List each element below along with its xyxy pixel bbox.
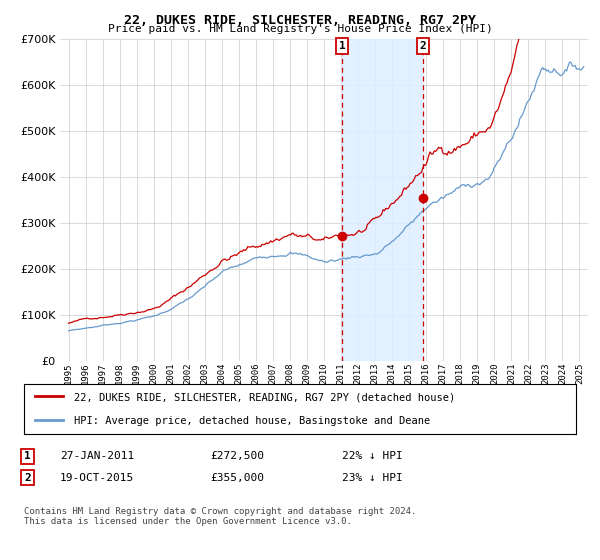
Bar [342,39,423,361]
Text: 22, DUKES RIDE, SILCHESTER, READING, RG7 2PY: 22, DUKES RIDE, SILCHESTER, READING, RG7… [124,14,476,27]
Text: £355,000: £355,000 [210,473,264,483]
Text: 1: 1 [24,451,31,461]
Text: 27-JAN-2011: 27-JAN-2011 [60,451,134,461]
Text: Price paid vs. HM Land Registry's House Price Index (HPI): Price paid vs. HM Land Registry's House … [107,24,493,34]
Text: £272,500: £272,500 [210,451,264,461]
Text: 2: 2 [419,41,426,51]
Text: 22% ↓ HPI: 22% ↓ HPI [342,451,403,461]
Text: HPI: Average price, detached house, Basingstoke and Deane: HPI: Average price, detached house, Basi… [74,416,430,426]
Text: 19-OCT-2015: 19-OCT-2015 [60,473,134,483]
Text: Contains HM Land Registry data © Crown copyright and database right 2024.
This d: Contains HM Land Registry data © Crown c… [24,507,416,526]
Text: 23% ↓ HPI: 23% ↓ HPI [342,473,403,483]
Text: 1: 1 [339,41,346,51]
Text: 2: 2 [24,473,31,483]
Text: 22, DUKES RIDE, SILCHESTER, READING, RG7 2PY (detached house): 22, DUKES RIDE, SILCHESTER, READING, RG7… [74,392,455,402]
